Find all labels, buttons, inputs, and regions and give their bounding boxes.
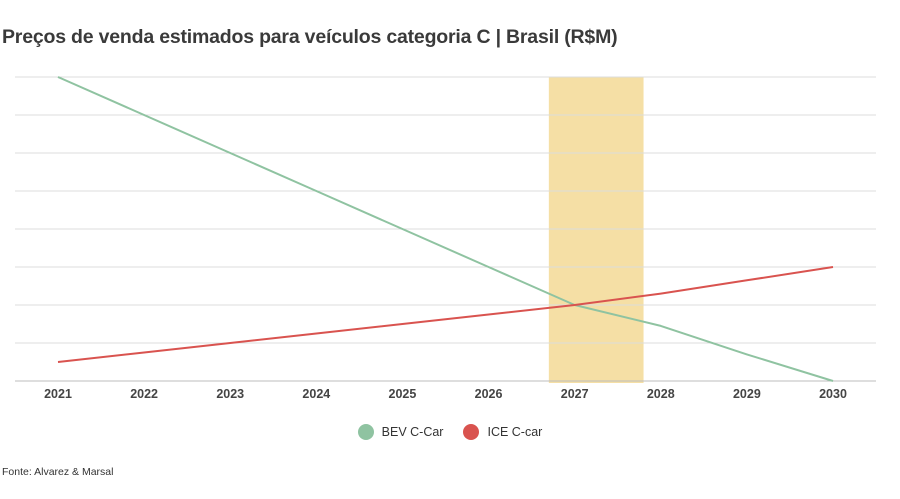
series-layer <box>57 76 834 382</box>
source-note: Fonte: Alvarez & Marsal <box>2 466 114 478</box>
x-tick-label: 2022 <box>130 387 158 401</box>
highlight-band <box>548 77 644 383</box>
legend-swatch-ice <box>463 424 480 440</box>
legend-label-ice: ICE C-car <box>487 425 543 439</box>
x-axis-ticks: 2021 2022 2023 2024 2025 2026 2027 2028 2029 2030 <box>44 387 847 401</box>
x-tick-label: 2028 <box>647 387 675 401</box>
x-tick-label: 2025 <box>389 387 417 401</box>
legend-item-bev[interactable]: BEV C-Car <box>357 424 444 440</box>
chart-title: Preços de venda estimados para veículos … <box>2 26 618 48</box>
x-tick-label: 2027 <box>561 387 589 401</box>
x-tick-label: 2026 <box>475 387 503 401</box>
x-tick-label: 2030 <box>819 387 847 401</box>
line-chart: 2021 2022 2023 2024 2025 2026 2027 2028 2029 2030 <box>15 76 876 401</box>
legend-item-ice[interactable]: ICE C-car <box>463 424 542 440</box>
x-tick-label: 2021 <box>44 387 72 401</box>
x-tick-label: 2029 <box>733 387 761 401</box>
legend-label-bev: BEV C-Car <box>381 425 444 439</box>
series-line-ice[interactable] <box>57 266 834 363</box>
grid-layer <box>15 76 876 382</box>
series-line-bev[interactable] <box>57 76 834 382</box>
x-tick-label: 2024 <box>302 387 330 401</box>
legend-swatch-bev <box>357 424 374 440</box>
highlight-band-layer <box>548 77 644 383</box>
legend: BEV C-Car ICE C-car <box>0 424 900 440</box>
x-tick-label: 2023 <box>216 387 244 401</box>
